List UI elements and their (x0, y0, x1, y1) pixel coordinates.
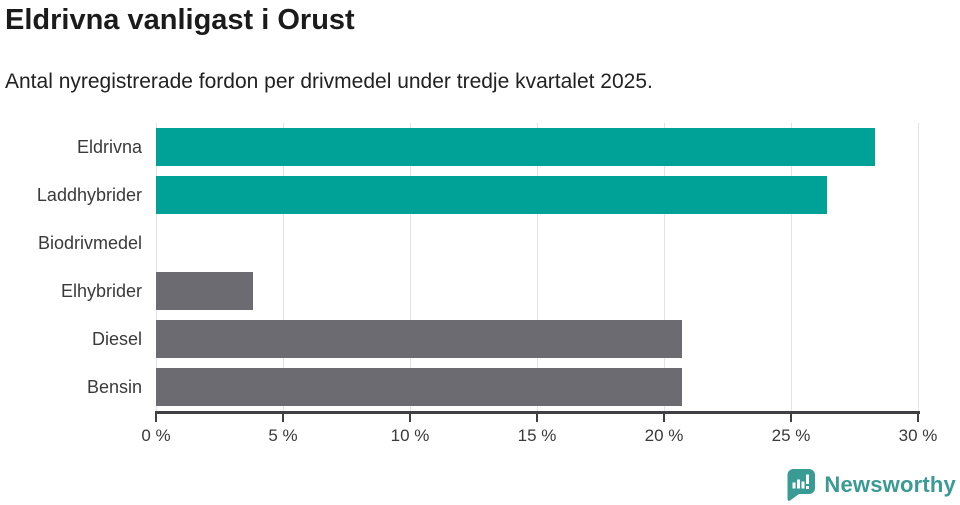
category-label: Biodrivmedel (37, 232, 142, 253)
category-label: Diesel (91, 328, 142, 349)
gridline (282, 123, 284, 411)
x-axis-tick (155, 414, 157, 422)
newsworthy-logo: Newsworthy (785, 468, 956, 501)
x-axis-tick (282, 414, 284, 422)
category-label: Bensin (86, 376, 142, 397)
bar (156, 368, 682, 406)
x-axis-tick-label: 10 % (390, 426, 430, 445)
x-axis-tick (536, 414, 538, 422)
gridline (663, 123, 665, 411)
x-axis-tick-label: 25 % (771, 426, 811, 445)
x-axis-tick (917, 414, 919, 422)
x-axis-tick (663, 414, 665, 422)
bar (156, 128, 875, 166)
x-axis-tick-label: 20 % (644, 426, 684, 445)
x-axis-tick (409, 414, 411, 422)
gridline (917, 123, 919, 411)
x-axis-tick-label: 0 % (141, 426, 171, 445)
x-axis-tick-label: 30 % (898, 426, 938, 445)
bar (156, 272, 253, 310)
bar (156, 320, 682, 358)
bar (156, 176, 827, 214)
category-label: Eldrivna (76, 136, 142, 157)
newsworthy-logo-text: Newsworthy (824, 471, 956, 497)
category-label: Laddhybrider (36, 184, 142, 205)
x-axis-tick (790, 414, 792, 422)
chart-title: Eldrivna vanligast i Orust (5, 4, 355, 36)
gridline (536, 123, 538, 411)
bar-chart-speech-bubble-icon (787, 469, 816, 501)
chart-subtitle: Antal nyregistrerade fordon per drivmede… (5, 70, 653, 93)
x-axis-tick-label: 5 % (268, 426, 298, 445)
x-axis-line (155, 411, 920, 414)
x-axis-tick-label: 15 % (517, 426, 557, 445)
gridline (409, 123, 411, 411)
gridline (790, 123, 792, 411)
gridline (155, 123, 157, 411)
category-label: Elhybrider (60, 280, 142, 301)
